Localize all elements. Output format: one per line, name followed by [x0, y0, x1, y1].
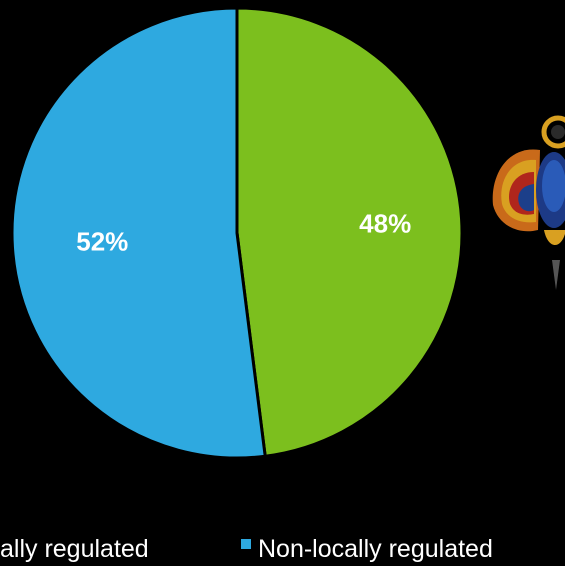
legend: ally regulated Non-locally regulated — [0, 535, 493, 563]
pie-slice-locally-regulated — [235, 6, 464, 458]
legend-item-non-locally-regulated: Non-locally regulated — [241, 535, 493, 563]
pie-slice-non-locally-regulated — [10, 6, 267, 460]
legend-label-non-locally-regulated: Non-locally regulated — [258, 535, 493, 563]
legend-item-locally-regulated: ally regulated — [0, 535, 149, 563]
data-label-locally-regulated: 48% — [359, 209, 411, 239]
legend-swatch-non-locally-regulated — [241, 539, 251, 549]
pie-slices — [10, 6, 464, 460]
winged-scarab-emblem-icon — [492, 115, 565, 290]
pie-labels: 48% 52% — [76, 209, 411, 257]
legend-label-locally-regulated: ally regulated — [0, 535, 149, 563]
data-label-non-locally-regulated: 52% — [76, 226, 128, 256]
